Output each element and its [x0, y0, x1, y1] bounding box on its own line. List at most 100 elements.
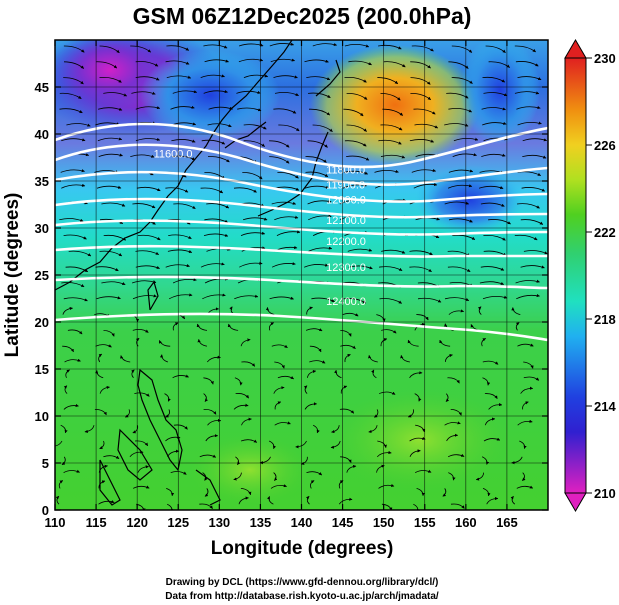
wind-arrow — [479, 281, 504, 285]
wind-arrow — [271, 262, 296, 268]
colorbar-tick-label: 214 — [594, 399, 616, 414]
wind-arrow — [475, 472, 484, 481]
wind-arrow — [348, 60, 372, 66]
wind-arrow — [63, 234, 87, 240]
wind-arrow — [310, 480, 315, 489]
wind-arrow — [331, 425, 340, 434]
wind-arrow — [522, 154, 547, 159]
wind-arrow — [488, 61, 510, 68]
contour-label: 12400.0 — [326, 296, 366, 308]
colorbar-top-triangle — [564, 39, 587, 59]
x-tick-label: 115 — [86, 515, 107, 530]
wind-arrow — [173, 424, 188, 430]
wind-arrow — [442, 488, 447, 497]
wind-arrow — [65, 266, 89, 273]
wind-arrow — [520, 386, 534, 394]
wind-arrow — [484, 393, 498, 399]
wind-arrow — [265, 307, 275, 315]
wind-arrow — [62, 306, 73, 315]
wind-arrow — [234, 294, 259, 300]
wind-arrow — [517, 419, 533, 426]
x-tick-labels: 110 115 120 125 130 135 140 145 150 155 160 165 — [45, 515, 518, 530]
wind-arrow — [306, 471, 323, 476]
wind-arrow — [103, 455, 120, 460]
wind-arrow — [377, 440, 387, 449]
wind-arrow — [200, 262, 225, 268]
wind-arrow — [444, 201, 470, 205]
contour-labels: 11600.0 11800.0 11900.0 12000.0 12100.0 12200… — [154, 149, 366, 309]
wind-arrow — [414, 123, 439, 129]
wind-arrow — [99, 76, 122, 83]
wind-arrow — [167, 249, 193, 253]
wind-arrow — [268, 440, 277, 450]
wind-arrow — [103, 92, 127, 97]
wind-arrow — [515, 322, 520, 331]
colorbar-bottom-triangle — [564, 492, 587, 512]
wind-arrow — [131, 91, 156, 95]
wind-arrow — [400, 354, 410, 363]
wind-arrow — [274, 361, 285, 369]
wind-arrow — [203, 233, 229, 237]
wind-arrow — [523, 361, 534, 369]
wind-arrow — [99, 385, 110, 394]
wind-arrow — [448, 169, 474, 173]
wind-arrow — [411, 168, 437, 173]
wind-arrow — [63, 385, 68, 394]
wind-arrow — [346, 155, 370, 161]
wind-arrow — [273, 386, 285, 394]
wind-arrow — [99, 440, 105, 450]
wind-arrow — [270, 58, 296, 63]
wind-arrow — [243, 140, 265, 147]
wind-arrow — [66, 123, 91, 127]
colorbar-tick-labels: 210 214 218 222 226 230 — [594, 51, 616, 501]
wind-arrow — [377, 77, 399, 85]
wind-arrow — [170, 471, 187, 475]
wind-arrow — [344, 76, 367, 83]
wind-arrow — [340, 330, 352, 337]
wind-arrow — [309, 360, 326, 364]
wind-arrow — [269, 156, 290, 164]
wind-arrow — [409, 436, 426, 442]
wind-arrow — [522, 472, 526, 481]
wind-arrow — [199, 503, 213, 509]
wind-arrow — [368, 425, 378, 434]
wind-arrow — [520, 219, 544, 225]
wind-arrow — [381, 329, 397, 334]
wind-arrow — [380, 93, 401, 101]
wind-arrow — [522, 138, 548, 142]
wind-arrow — [95, 370, 104, 379]
wind-arrow — [135, 61, 159, 67]
wind-arrow — [203, 89, 228, 94]
wind-arrow — [203, 44, 228, 49]
wind-arrow — [84, 425, 95, 434]
wind-arrow — [447, 453, 465, 458]
colorbar-tick-label: 218 — [594, 312, 616, 327]
wind-arrow — [344, 354, 351, 363]
wind-arrow — [416, 488, 425, 497]
wind-arrow — [63, 61, 85, 69]
wind-arrow — [63, 297, 88, 302]
wind-arrow — [378, 139, 402, 145]
wind-arrow — [270, 484, 287, 489]
wind-arrow — [133, 485, 150, 489]
wind-arrow — [125, 409, 130, 418]
wind-arrow — [376, 314, 386, 322]
wind-arrow — [312, 124, 333, 133]
wind-arrow — [348, 265, 373, 270]
wind-arrow — [278, 124, 300, 132]
wind-arrow — [516, 485, 534, 489]
wind-arrow — [346, 92, 368, 100]
wind-arrow — [445, 393, 450, 402]
wind-arrow — [275, 186, 300, 191]
wind-arrow — [165, 409, 170, 418]
wind-arrow — [488, 402, 503, 410]
contour-label: 12200.0 — [326, 236, 366, 248]
wind-arrow — [482, 488, 491, 497]
wind-arrow — [511, 307, 521, 315]
wind-arrow — [236, 90, 261, 94]
x-tick-label: 125 — [167, 515, 189, 530]
wind-arrow — [204, 59, 229, 63]
x-tick-label: 160 — [455, 515, 477, 530]
wind-arrow — [203, 393, 209, 402]
